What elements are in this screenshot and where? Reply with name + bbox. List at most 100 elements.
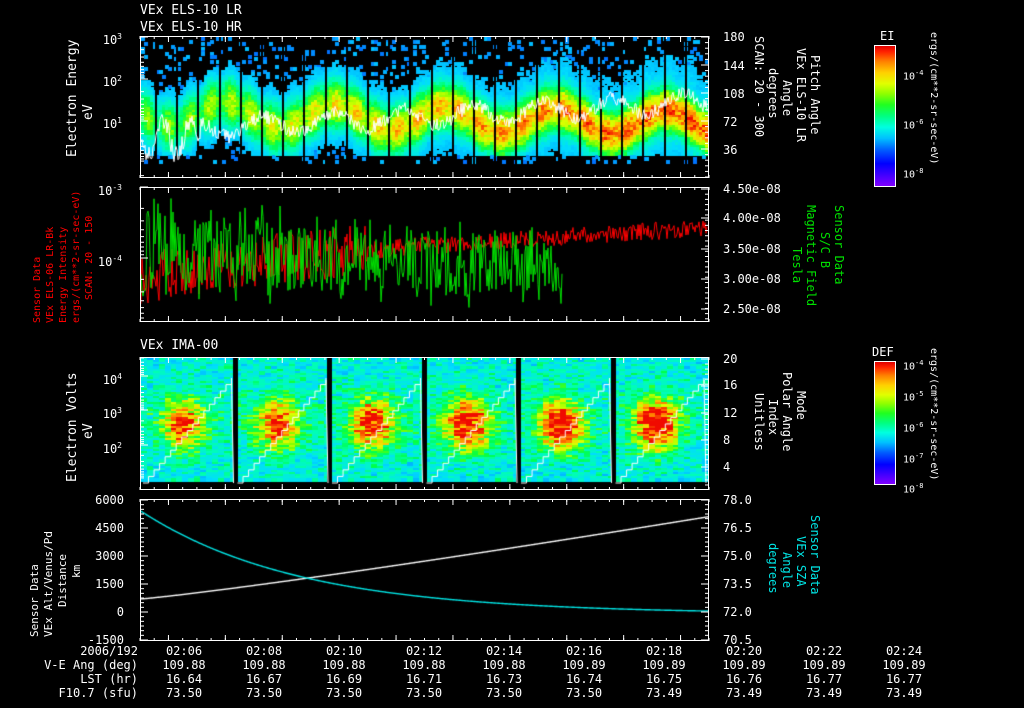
footer-cell: 02:12 xyxy=(405,644,443,658)
panel1-ytick-2: 101 xyxy=(102,116,122,131)
panel4-ytick-2: 3000 xyxy=(95,549,124,563)
colorbar-el xyxy=(874,45,896,187)
colorbar-def xyxy=(874,361,896,485)
footer-data-table: 2006/192 02:06 02:08 02:10 02:12 02:14 02:16 02… xyxy=(10,644,944,700)
footer-cell: 73.49 xyxy=(805,686,843,700)
colorbar-def-tick-0: 10-4 xyxy=(903,359,924,373)
panel3-ytick-0: 104 xyxy=(102,372,122,387)
panel4-ytick-4: 0 xyxy=(116,605,124,619)
panel1-y2tick-1: 144 xyxy=(723,59,745,73)
colorbar-el-tick-1: 10-6 xyxy=(903,118,924,132)
panel2-y2tick-4: 2.50e-08 xyxy=(723,302,781,316)
panel-els-spectrogram xyxy=(140,36,709,178)
panel-altitude-sza xyxy=(140,499,709,641)
footer-cell: 73.50 xyxy=(165,686,203,700)
footer-cell: 109.89 xyxy=(802,658,846,672)
panel4-y2tick-3: 73.5 xyxy=(723,577,752,591)
panel2-y2tick-1: 4.00e-08 xyxy=(723,211,781,225)
footer-row-label: V-E Ang (deg) xyxy=(44,658,138,672)
footer-cell: 109.88 xyxy=(162,658,206,672)
panel1-y2tick-3: 72 xyxy=(723,115,738,129)
colorbar-el-title: EI xyxy=(880,29,895,43)
panel3-title: VEx IMA-00 xyxy=(140,338,219,353)
footer-cell: 109.89 xyxy=(722,658,766,672)
colorbar-el-tick-0: 10-4 xyxy=(903,69,924,83)
panel2-y2tick-0: 4.50e-08 xyxy=(723,182,781,196)
colorbar-el-tick-2: 10-8 xyxy=(903,167,924,181)
footer-cell: 73.50 xyxy=(245,686,283,700)
footer-cell: 02:20 xyxy=(725,644,763,658)
panel1-y2tick-0: 180 xyxy=(723,30,745,44)
panel4-y2tick-5: 70.5 xyxy=(723,633,752,647)
panel2-y2tick-2: 3.50e-08 xyxy=(723,242,781,256)
footer-cell: 73.50 xyxy=(325,686,363,700)
panel4-y2tick-1: 76.5 xyxy=(723,521,752,535)
table-row: F10.7 (sfu) 73.50 73.50 73.50 73.50 73.50 73.5… xyxy=(10,686,944,700)
footer-cell: 02:24 xyxy=(885,644,923,658)
panel4-ytick-1: 4500 xyxy=(95,521,124,535)
panel2-ytick-1: 10-4 xyxy=(97,254,122,269)
panel-energy-intensity-bfield xyxy=(140,187,709,322)
footer-cell: 16.76 xyxy=(725,672,763,686)
ima-spectrogram-canvas xyxy=(141,358,708,489)
panel3-y2tick-1: 16 xyxy=(723,378,738,392)
footer-cell: 02:18 xyxy=(645,644,683,658)
panel1-ytick-1: 102 xyxy=(102,74,122,89)
footer-cell: 109.88 xyxy=(322,658,366,672)
footer-cell: 109.89 xyxy=(562,658,606,672)
colorbar-def-tick-1: 10-5 xyxy=(903,390,924,404)
panel1-y2tick-4: 36 xyxy=(723,143,738,157)
panel-ima-spectrogram xyxy=(140,357,709,490)
table-row: LST (hr) 16.64 16.67 16.69 16.71 16.73 16.74 16… xyxy=(10,672,944,686)
panel2-ytick-0: 10-3 xyxy=(97,183,122,198)
footer-cell: 109.89 xyxy=(882,658,926,672)
altitude-sza-canvas xyxy=(141,500,708,640)
footer-cell: 73.49 xyxy=(885,686,923,700)
footer-cell: 16.67 xyxy=(245,672,283,686)
panel4-y2tick-0: 78.0 xyxy=(723,493,752,507)
footer-cell: 73.50 xyxy=(405,686,443,700)
footer-cell: 16.64 xyxy=(165,672,203,686)
els-spectrogram-canvas xyxy=(141,37,708,177)
footer-cell: 02:06 xyxy=(165,644,203,658)
footer-row-label: 2006/192 xyxy=(80,644,138,658)
footer-row-label: F10.7 (sfu) xyxy=(58,686,138,700)
colorbar-def-tick-3: 10-7 xyxy=(903,452,924,466)
panel3-y2tick-4: 4 xyxy=(723,460,731,474)
footer-row-label: LST (hr) xyxy=(80,672,138,686)
footer-cell: 02:10 xyxy=(325,644,363,658)
footer-cell: 109.88 xyxy=(402,658,446,672)
footer-cell: 73.49 xyxy=(645,686,683,700)
footer-cell: 16.74 xyxy=(565,672,603,686)
footer-cell: 16.77 xyxy=(885,672,923,686)
colorbar-def-tick-4: 10-8 xyxy=(903,482,924,496)
footer-cell: 02:08 xyxy=(245,644,283,658)
footer-cell: 73.50 xyxy=(485,686,523,700)
footer-cell: 109.88 xyxy=(482,658,526,672)
footer-cell: 16.71 xyxy=(405,672,443,686)
colorbar-def-tick-2: 10-6 xyxy=(903,421,924,435)
panel1-title-lr: VEx ELS-10 LR xyxy=(140,3,242,18)
footer-cell: 109.89 xyxy=(642,658,686,672)
footer-cell: 02:14 xyxy=(485,644,523,658)
footer-cell: 16.69 xyxy=(325,672,363,686)
panel4-ytick-0: 6000 xyxy=(95,493,124,507)
panel4-y2tick-4: 72.0 xyxy=(723,605,752,619)
footer-cell: 73.50 xyxy=(565,686,603,700)
footer-cell: 16.77 xyxy=(805,672,843,686)
panel1-ytick-0: 103 xyxy=(102,32,122,47)
footer-cell: 02:16 xyxy=(565,644,603,658)
panel4-y2tick-2: 75.0 xyxy=(723,549,752,563)
panel3-ytick-1: 103 xyxy=(102,406,122,421)
panel4-ytick-5: -1500 xyxy=(87,633,124,647)
energy-intensity-bfield-canvas xyxy=(141,188,708,321)
table-row: 2006/192 02:06 02:08 02:10 02:12 02:14 02:16 02… xyxy=(10,644,944,658)
footer-cell: 73.49 xyxy=(725,686,763,700)
panel3-ytick-2: 102 xyxy=(102,441,122,456)
footer-cell: 16.73 xyxy=(485,672,523,686)
table-row: V-E Ang (deg) 109.88 109.88 109.88 109.88 109… xyxy=(10,658,944,672)
panel3-y2tick-2: 12 xyxy=(723,406,738,420)
panel3-y2tick-3: 8 xyxy=(723,433,731,447)
footer-cell: 109.88 xyxy=(242,658,286,672)
